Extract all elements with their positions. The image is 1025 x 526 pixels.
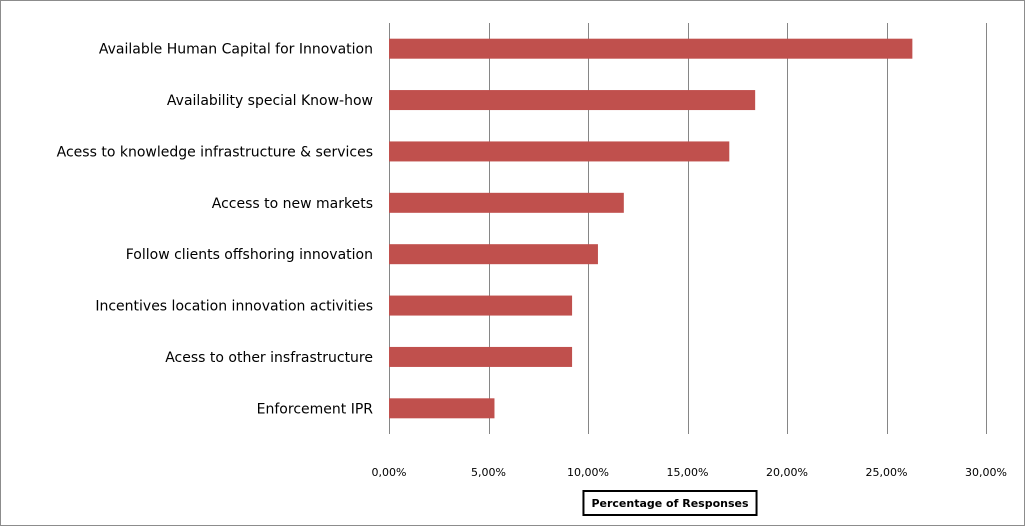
category-label: Follow clients offshoring innovation <box>126 247 373 263</box>
bar <box>389 141 730 162</box>
bar <box>389 398 495 419</box>
bar <box>389 346 573 367</box>
x-axis-title-box <box>582 490 758 516</box>
category-labels: Available Human Capital for Innovation Av… <box>57 42 374 418</box>
x-tick-label: 30,00% <box>965 466 1007 479</box>
gridlines <box>389 23 987 434</box>
bar <box>389 90 756 111</box>
category-label: Enforcement IPR <box>257 401 374 417</box>
x-tick-label: 15,00% <box>667 466 709 479</box>
bar <box>389 192 624 213</box>
x-tick-labels: 0,00% 5,00% 10,00% 15,00% 20,00% 25,00% 30,00% <box>372 466 1007 479</box>
category-label: Incentives location innovation activitie… <box>95 299 373 315</box>
x-axis-title: Percentage of Responses <box>582 490 758 516</box>
x-axis-title-text: Percentage of Responses <box>591 497 749 510</box>
category-label: Available Human Capital for Innovation <box>99 42 373 58</box>
category-label: Acess to knowledge infrastructure & serv… <box>57 144 373 160</box>
bars <box>389 38 913 419</box>
x-tick-label: 10,00% <box>567 466 609 479</box>
x-tick-label: 20,00% <box>766 466 808 479</box>
bar <box>389 38 913 59</box>
x-tick-label: 0,00% <box>372 466 407 479</box>
category-label: Access to new markets <box>212 196 373 212</box>
bar <box>389 244 598 265</box>
x-tick-label: 25,00% <box>866 466 908 479</box>
x-tick-label: 5,00% <box>471 466 506 479</box>
category-label: Availability special Know-how <box>167 93 373 109</box>
bar <box>389 295 573 316</box>
category-label: Acess to other insfrastructure <box>165 350 373 366</box>
